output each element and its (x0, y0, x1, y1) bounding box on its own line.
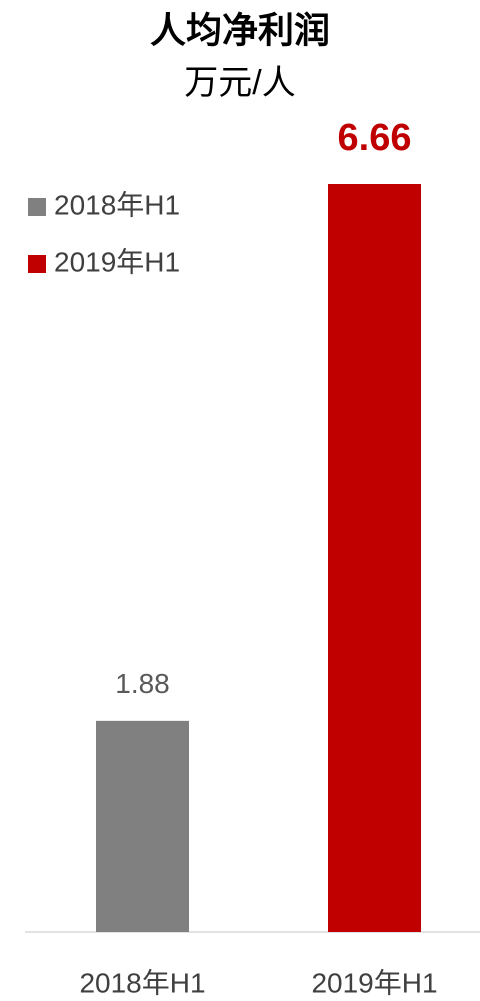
data-label: 6.66 (338, 117, 412, 159)
x-tick-label: 2019年H1 (311, 967, 437, 998)
legend-swatch (28, 198, 46, 216)
legend-label: 2018年H1 (54, 189, 180, 220)
bar (328, 184, 421, 932)
bar (96, 720, 189, 932)
legend-label: 2019年H1 (54, 246, 180, 277)
chart-subtitle: 万元/人 (184, 64, 295, 102)
chart-title: 人均净利润 (150, 10, 330, 51)
legend-swatch (28, 255, 46, 273)
data-label: 1.88 (115, 668, 170, 699)
x-tick-label: 2018年H1 (79, 967, 205, 998)
